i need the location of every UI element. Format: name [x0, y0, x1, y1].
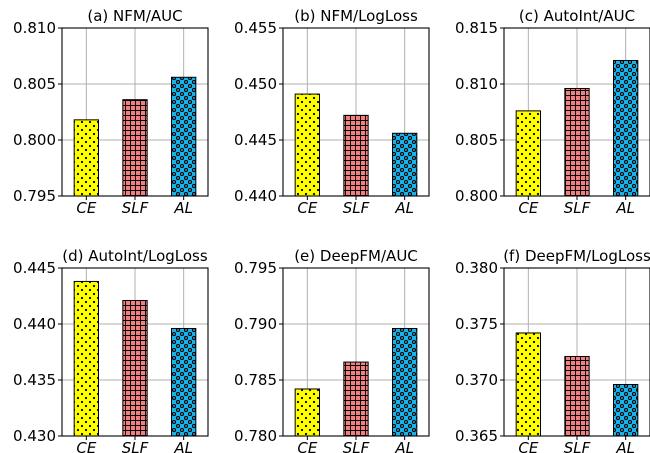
y-tick-label: 0.365	[455, 427, 498, 445]
y-tick-label: 0.800	[13, 131, 56, 149]
bar-slf	[122, 299, 148, 437]
x-tick-label: AL	[394, 199, 414, 217]
y-tick-label: 0.445	[234, 131, 277, 149]
y-tick-label: 0.435	[13, 371, 56, 389]
chart-panel-2: 0.440 0.445 0.450 0.455 CE SLF AL (b) NFM/LogLo…	[234, 7, 430, 217]
y-tick-label: 0.445	[13, 259, 56, 277]
y-tick-label: 0.440	[234, 187, 277, 205]
chart-title: (e) DeepFM/AUC	[294, 247, 418, 265]
x-tick-label: CE	[76, 199, 96, 217]
y-tick-label: 0.785	[234, 371, 277, 389]
chart-title: (f) DeepFM/LogLoss	[503, 247, 650, 265]
x-tick-label: SLF	[343, 439, 370, 453]
x-tick-label: CE	[518, 439, 538, 453]
bar-al	[613, 59, 639, 197]
y-tick-label: 0.810	[13, 19, 56, 37]
chart-title: (a) NFM/AUC	[87, 7, 182, 25]
x-tick-label: CE	[297, 199, 317, 217]
y-tick-label: 0.810	[455, 75, 498, 93]
bar-ce	[294, 93, 320, 197]
chart-panel-1: 0.795 0.800 0.805 0.810 CE SLF AL (a) NFM/AUC	[13, 7, 209, 217]
x-tick-label: SLF	[343, 199, 370, 217]
y-tick-label: 0.800	[455, 187, 498, 205]
bar-al	[392, 132, 418, 197]
chart-title: (b) NFM/LogLoss	[294, 7, 418, 25]
x-tick-label: SLF	[122, 439, 149, 453]
x-tick-label: SLF	[564, 439, 591, 453]
y-tick-label: 0.430	[13, 427, 56, 445]
chart-title: (c) AutoInt/AUC	[519, 7, 635, 25]
bar-al	[613, 383, 639, 437]
chart-panel-6: 0.365 0.370 0.375 0.380 CE SLF AL (f) DeepFM/Lo…	[455, 247, 650, 453]
y-tick-label: 0.795	[13, 187, 56, 205]
chart-panel-3: 0.800 0.805 0.810 0.815 CE SLF AL (c) AutoInt/A…	[455, 7, 650, 217]
bar-ce	[73, 280, 99, 437]
x-tick-label: AL	[173, 199, 193, 217]
y-tick-label: 0.805	[13, 75, 56, 93]
x-tick-label: AL	[394, 439, 414, 453]
y-tick-label: 0.805	[455, 131, 498, 149]
bar-al	[171, 327, 197, 437]
y-tick-label: 0.375	[455, 315, 498, 333]
chart-title: (d) AutoInt/LogLoss	[62, 247, 208, 265]
y-tick-label: 0.455	[234, 19, 277, 37]
bar-slf	[343, 114, 369, 197]
bar-al	[171, 76, 197, 197]
y-tick-label: 0.790	[234, 315, 277, 333]
bar-slf	[122, 99, 148, 197]
chart-panel-4: 0.430 0.435 0.440 0.445 CE SLF AL (d) AutoInt/L…	[13, 247, 209, 453]
x-tick-label: AL	[615, 439, 635, 453]
y-tick-label: 0.815	[455, 19, 498, 37]
bar-slf	[343, 361, 369, 437]
bar-al	[392, 327, 418, 437]
bar-ce	[73, 119, 99, 197]
y-tick-label: 0.780	[234, 427, 277, 445]
x-tick-label: CE	[297, 439, 317, 453]
y-tick-label: 0.380	[455, 259, 498, 277]
bar-ce	[515, 110, 542, 197]
y-tick-label: 0.440	[13, 315, 56, 333]
y-tick-label: 0.450	[234, 75, 277, 93]
x-tick-label: AL	[615, 199, 635, 217]
y-tick-label: 0.370	[455, 371, 498, 389]
x-tick-label: SLF	[122, 199, 149, 217]
bar-ce	[515, 332, 542, 437]
bar-slf	[564, 355, 590, 437]
x-tick-label: CE	[76, 439, 96, 453]
chart-panel-5: 0.780 0.785 0.790 0.795 CE SLF AL (e) DeepFM/AU…	[234, 247, 430, 453]
y-tick-label: 0.795	[234, 259, 277, 277]
bar-slf	[564, 87, 590, 197]
x-tick-label: SLF	[564, 199, 591, 217]
bar-ce	[294, 388, 320, 437]
x-tick-label: AL	[173, 439, 193, 453]
x-tick-label: CE	[518, 199, 538, 217]
